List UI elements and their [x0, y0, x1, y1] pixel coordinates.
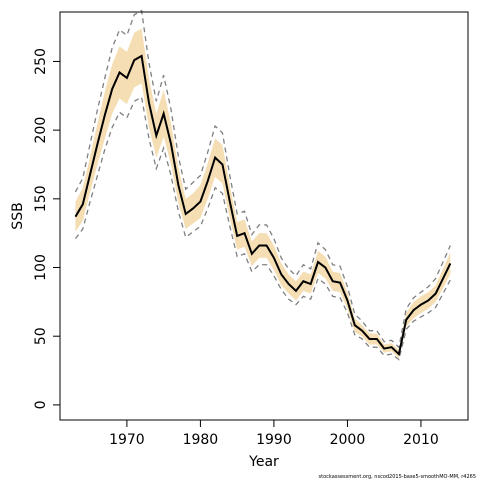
y-axis-label: SSB [10, 202, 26, 229]
confidence-band [75, 28, 451, 359]
y-tick-label: 250 [33, 48, 49, 75]
x-tick-label: 1970 [109, 432, 145, 448]
ssb-line [74, 54, 452, 356]
x-tick-label: 2000 [330, 432, 366, 448]
y-tick-label: 150 [33, 185, 49, 212]
y-tick-label: 50 [33, 327, 49, 345]
footnote: stockassessment.org, nscod2015-base5-smo… [319, 474, 476, 480]
x-axis-label: Year [248, 454, 279, 470]
y-tick-label: 200 [33, 117, 49, 144]
x-tick-label: 1980 [183, 432, 219, 448]
y-tick-label: 100 [33, 254, 49, 281]
plot-frame [59, 11, 469, 421]
x-tick-label: 1990 [256, 432, 292, 448]
y-tick-label: 0 [33, 400, 49, 409]
bound-line [74, 96, 451, 361]
x-tick-label: 2010 [403, 432, 439, 448]
